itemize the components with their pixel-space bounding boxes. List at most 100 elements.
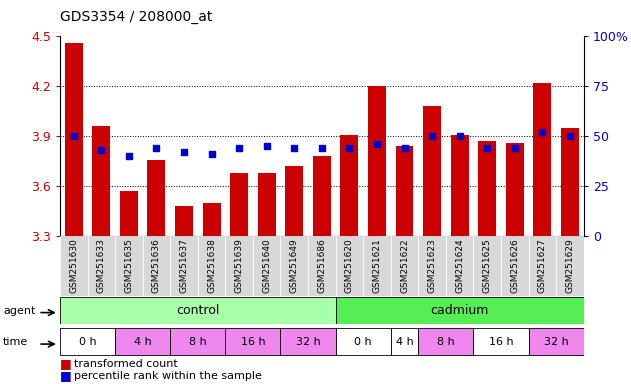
Point [69, 133, 79, 139]
Bar [391, 328, 418, 356]
Point [289, 145, 299, 151]
Text: GSM251636: GSM251636 [152, 238, 161, 293]
Text: GSM251635: GSM251635 [124, 238, 133, 293]
Text: control: control [176, 304, 220, 317]
Bar [92, 126, 110, 236]
Point [151, 145, 162, 151]
Text: GSM251630: GSM251630 [69, 238, 78, 293]
Bar [336, 328, 391, 356]
Text: GSM251686: GSM251686 [317, 238, 326, 293]
Text: 32 h: 32 h [296, 336, 321, 347]
Point [454, 133, 464, 139]
Text: 16 h: 16 h [488, 336, 513, 347]
Bar [225, 328, 280, 356]
Point [179, 149, 189, 156]
Bar [423, 106, 441, 236]
Bar [340, 135, 358, 236]
Text: GSM251629: GSM251629 [565, 238, 574, 293]
Bar [88, 236, 115, 296]
Bar [473, 328, 529, 356]
Text: GSM251633: GSM251633 [97, 238, 106, 293]
Text: GSM251625: GSM251625 [483, 238, 492, 293]
Point [124, 153, 134, 159]
Point [372, 141, 382, 147]
Text: GSM251640: GSM251640 [262, 238, 271, 293]
Bar [556, 236, 584, 296]
Text: GSM251639: GSM251639 [235, 238, 244, 293]
Bar [533, 83, 551, 236]
Text: GSM251623: GSM251623 [428, 238, 437, 293]
Bar [115, 236, 143, 296]
Bar [60, 297, 336, 324]
Bar [529, 328, 584, 356]
Bar [253, 236, 280, 296]
Point [427, 133, 437, 139]
Text: GSM251622: GSM251622 [400, 238, 409, 293]
Bar [170, 328, 225, 356]
Bar [501, 236, 529, 296]
Point [317, 145, 327, 151]
Bar [446, 236, 473, 296]
Point [345, 145, 355, 151]
Text: GSM251627: GSM251627 [538, 238, 547, 293]
Text: 0 h: 0 h [355, 336, 372, 347]
Bar [148, 160, 165, 236]
Text: transformed count: transformed count [74, 359, 178, 369]
Bar [203, 203, 220, 236]
Point [399, 145, 410, 151]
Bar [561, 128, 579, 236]
Text: time: time [3, 337, 28, 347]
Text: GSM251624: GSM251624 [455, 238, 464, 293]
Bar [418, 328, 473, 356]
Bar [198, 236, 225, 296]
Point [482, 145, 492, 151]
Point [206, 151, 216, 157]
Bar [143, 236, 170, 296]
Bar [115, 328, 170, 356]
Text: 8 h: 8 h [189, 336, 206, 347]
Bar [506, 143, 524, 236]
Text: GDS3354 / 208000_at: GDS3354 / 208000_at [60, 10, 212, 23]
Bar [285, 166, 304, 236]
Bar [280, 328, 336, 356]
Bar [308, 236, 336, 296]
Text: 4 h: 4 h [396, 336, 413, 347]
Text: agent: agent [3, 306, 35, 316]
Text: GSM251626: GSM251626 [510, 238, 519, 293]
Bar [451, 135, 469, 236]
Bar [60, 236, 88, 296]
Point [234, 145, 244, 151]
Bar [225, 236, 253, 296]
Text: GSM251621: GSM251621 [372, 238, 381, 293]
Bar [230, 173, 248, 236]
Text: GSM251620: GSM251620 [345, 238, 354, 293]
Bar [60, 328, 115, 356]
Text: percentile rank within the sample: percentile rank within the sample [74, 371, 262, 381]
Text: 32 h: 32 h [544, 336, 569, 347]
Bar [120, 191, 138, 236]
Bar [170, 236, 198, 296]
Text: ■: ■ [60, 369, 72, 382]
Point [537, 129, 547, 136]
Point [510, 145, 520, 151]
Text: 4 h: 4 h [134, 336, 151, 347]
Text: cadmium: cadmium [430, 304, 489, 317]
Bar [336, 236, 363, 296]
Text: GSM251638: GSM251638 [207, 238, 216, 293]
Text: ■: ■ [60, 358, 72, 371]
Text: GSM251649: GSM251649 [290, 238, 298, 293]
Bar [396, 146, 413, 236]
Bar [391, 236, 418, 296]
Point [262, 143, 272, 149]
Bar [363, 236, 391, 296]
Point [565, 133, 575, 139]
Bar [336, 297, 584, 324]
Bar [529, 236, 556, 296]
Bar [257, 173, 276, 236]
Bar [175, 206, 193, 236]
Bar [473, 236, 501, 296]
Bar [478, 141, 496, 236]
Bar [280, 236, 308, 296]
Text: GSM251637: GSM251637 [179, 238, 189, 293]
Bar [368, 86, 386, 236]
